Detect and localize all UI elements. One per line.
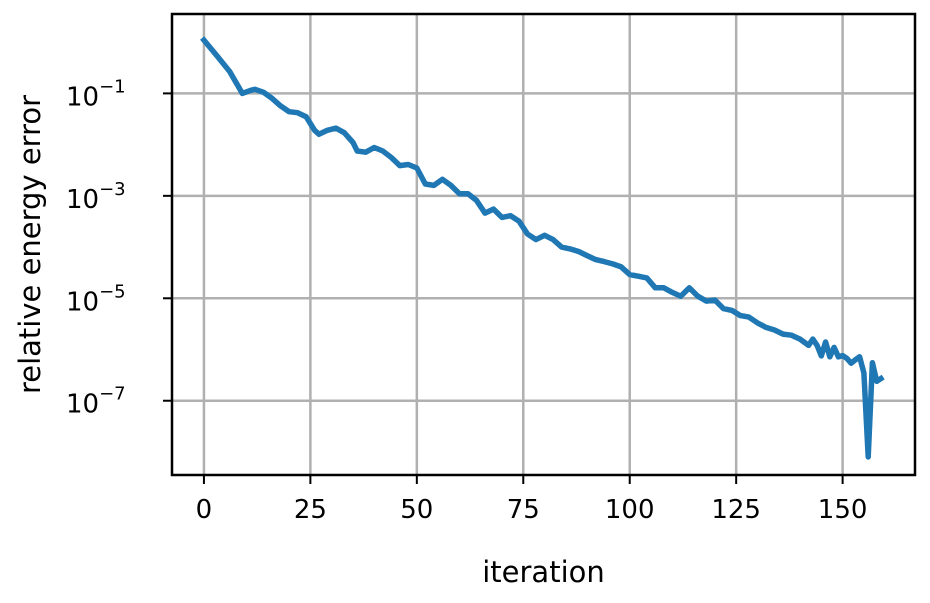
y-tick-label: 10−1 <box>66 76 126 112</box>
series-line <box>200 36 885 460</box>
x-tick-label: 125 <box>711 495 761 525</box>
y-tick-label: 10−7 <box>66 384 126 420</box>
x-tick-label: 75 <box>507 495 540 525</box>
y-tick-label: 10−5 <box>66 281 126 317</box>
x-axis-label: iteration <box>482 555 605 589</box>
series-group <box>200 36 885 460</box>
x-tick-label: 150 <box>818 495 868 525</box>
x-tick-label: 25 <box>294 495 327 525</box>
y-tick-label: 10−3 <box>66 179 126 215</box>
plot-frame <box>170 12 917 477</box>
x-tick-label: 0 <box>196 495 213 525</box>
x-tick-label: 100 <box>605 495 655 525</box>
y-axis-label: relative energy error <box>13 95 47 394</box>
x-tick-label: 50 <box>400 495 433 525</box>
grid-lines <box>172 14 915 475</box>
ticks-group: 0 25 50 75 100 125 150 10−1 10−3 10−5 10−7 <box>66 76 867 525</box>
